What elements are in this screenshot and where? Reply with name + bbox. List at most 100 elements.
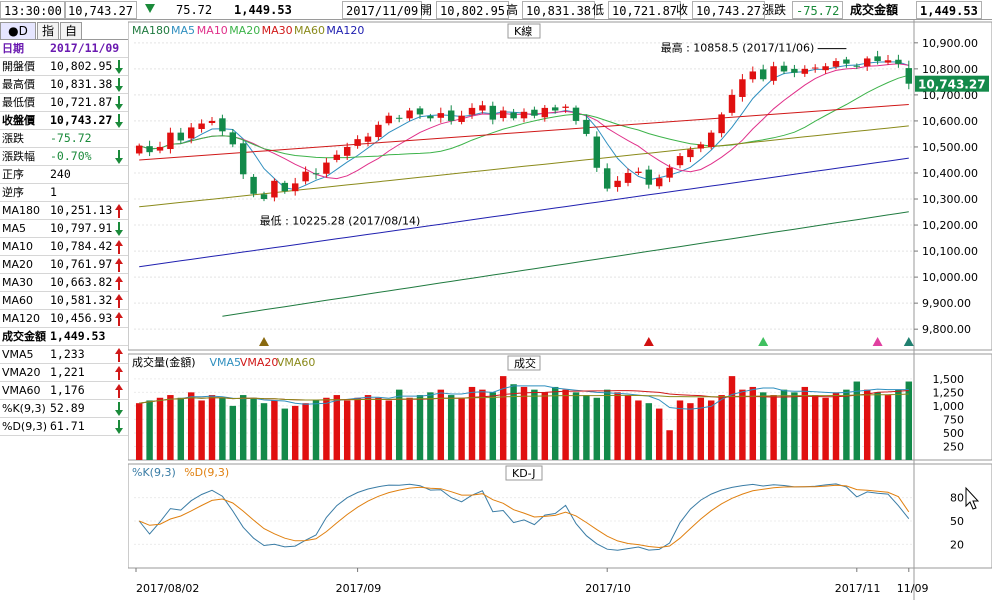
candle-body bbox=[853, 65, 861, 67]
row-value: -0.70% bbox=[50, 149, 92, 163]
candle-body bbox=[551, 107, 559, 111]
price-tick-label: 9,800.00 bbox=[922, 323, 971, 336]
arrow-up-icon bbox=[115, 348, 123, 362]
volume-bar bbox=[208, 395, 216, 460]
volume-bar bbox=[343, 400, 351, 460]
arrow-up-icon bbox=[115, 258, 123, 272]
data-row: 收盤價 10,743.27 bbox=[0, 112, 128, 130]
quote-change: 75.72 bbox=[176, 3, 213, 17]
tab-day[interactable]: ●D bbox=[0, 22, 36, 39]
chg-value: -75.72 bbox=[792, 1, 844, 19]
volume-legend-item: 成交量(金額) bbox=[132, 355, 196, 369]
candle-body bbox=[281, 182, 289, 192]
volume-bar bbox=[697, 397, 705, 460]
volume-bar bbox=[843, 389, 850, 460]
kd-tick-label: 20 bbox=[950, 538, 964, 551]
volume-panel-title: 成交 bbox=[514, 356, 536, 370]
price-tick-label: 10,000.00 bbox=[922, 271, 978, 284]
candle-body bbox=[312, 173, 320, 175]
price-tick-label: 10,800.00 bbox=[922, 63, 978, 76]
x-tick-label: 11/09 bbox=[897, 582, 929, 595]
arrow-down-icon bbox=[115, 150, 123, 164]
volume-bar bbox=[863, 389, 871, 460]
volume-tick-label: 750 bbox=[943, 413, 964, 426]
candle-body bbox=[739, 79, 746, 97]
row-value: 10,456.93 bbox=[50, 311, 113, 325]
volume-bar bbox=[718, 395, 725, 460]
change-down-icon bbox=[144, 1, 156, 19]
volume-bar bbox=[895, 389, 902, 460]
mouse-cursor-icon bbox=[965, 486, 980, 510]
candle-body bbox=[437, 113, 445, 118]
volume-bar bbox=[323, 397, 330, 460]
volume-bar bbox=[302, 403, 309, 460]
candle-body bbox=[655, 178, 663, 187]
data-row: MA5 10,797.91 bbox=[0, 220, 128, 238]
open-value: 10,802.95 bbox=[436, 1, 510, 19]
signal-marker bbox=[758, 337, 769, 346]
row-value: 2017/11/09 bbox=[50, 41, 120, 55]
low-value: 10,721.87 bbox=[608, 1, 682, 19]
volume-bar bbox=[250, 397, 257, 460]
arrow-up-icon bbox=[115, 294, 123, 308]
vma-line bbox=[139, 385, 909, 410]
volume-bar bbox=[562, 389, 569, 460]
close-label: 收 bbox=[676, 3, 689, 17]
arrow-down-icon bbox=[115, 114, 123, 128]
data-row: VMA5 1,233 bbox=[0, 346, 128, 364]
kd-legend-item: %K(9,3) bbox=[132, 466, 176, 479]
candle-body bbox=[198, 123, 205, 129]
tab-custom[interactable]: 自 bbox=[60, 22, 82, 39]
candle-body bbox=[791, 68, 798, 73]
candle-body bbox=[905, 68, 913, 84]
arrow-up-icon bbox=[115, 204, 123, 218]
arrow-up-icon bbox=[115, 312, 123, 326]
volume-bar bbox=[832, 392, 840, 460]
row-value: 10,784.42 bbox=[50, 239, 113, 253]
candle-body bbox=[593, 136, 601, 168]
volume-bar bbox=[312, 400, 320, 460]
row-value: 1,176 bbox=[50, 383, 85, 397]
high-annotation: 最高 : 10858.5 (2017/11/06) bbox=[661, 41, 815, 55]
candle-body bbox=[583, 119, 590, 134]
data-row: MA60 10,581.32 bbox=[0, 292, 128, 310]
row-label: 開盤價 bbox=[2, 60, 35, 73]
candle-body bbox=[375, 124, 382, 138]
volume-bar bbox=[375, 397, 382, 460]
data-row: %D(9,3) 61.71 bbox=[0, 418, 128, 436]
volume-bar bbox=[219, 397, 226, 460]
arrow-down-icon bbox=[115, 402, 123, 416]
row-value: 10,251.13 bbox=[50, 203, 113, 217]
candle-body bbox=[874, 56, 881, 62]
row-value: -75.72 bbox=[50, 131, 92, 145]
arrow-down-icon bbox=[115, 78, 123, 92]
price-tick-label: 10,100.00 bbox=[922, 245, 978, 258]
stock-chart[interactable]: 9,800.00 9,900.00 10,000.00 10,100.00 10,200… bbox=[128, 20, 992, 600]
ma-line bbox=[222, 211, 909, 317]
row-label: MA60 bbox=[2, 294, 34, 307]
data-row: 成交金額 1,449.53 bbox=[0, 328, 128, 346]
low-annotation: 最低 : 10225.28 (2017/08/14) bbox=[260, 214, 421, 227]
candle-body bbox=[843, 59, 850, 64]
volume-bar bbox=[801, 386, 809, 460]
legend-item: MA60 bbox=[294, 24, 325, 37]
chart-panel bbox=[128, 21, 992, 351]
row-value: 10,743.27 bbox=[50, 113, 113, 127]
row-value: 10,663.82 bbox=[50, 275, 113, 289]
volume-bar bbox=[707, 400, 715, 460]
candle-body bbox=[510, 112, 517, 119]
data-row: 最高價 10,831.38 bbox=[0, 76, 128, 94]
tab-indicator[interactable]: 指 bbox=[37, 22, 59, 39]
x-tick-label: 2017/10 bbox=[585, 582, 631, 595]
volume-bar bbox=[156, 397, 164, 460]
candle-body bbox=[416, 108, 424, 115]
candle-body bbox=[895, 59, 902, 64]
candle-body bbox=[271, 180, 278, 198]
candle-body bbox=[499, 110, 507, 119]
volume-tick-label: 1,500 bbox=[933, 373, 965, 386]
row-label: 逆序 bbox=[2, 186, 24, 199]
volume-bar bbox=[749, 386, 757, 460]
volume-bar bbox=[603, 389, 611, 460]
data-row: 漲跌 -75.72 bbox=[0, 130, 128, 148]
quote-date: 2017/11/09 bbox=[342, 1, 423, 19]
